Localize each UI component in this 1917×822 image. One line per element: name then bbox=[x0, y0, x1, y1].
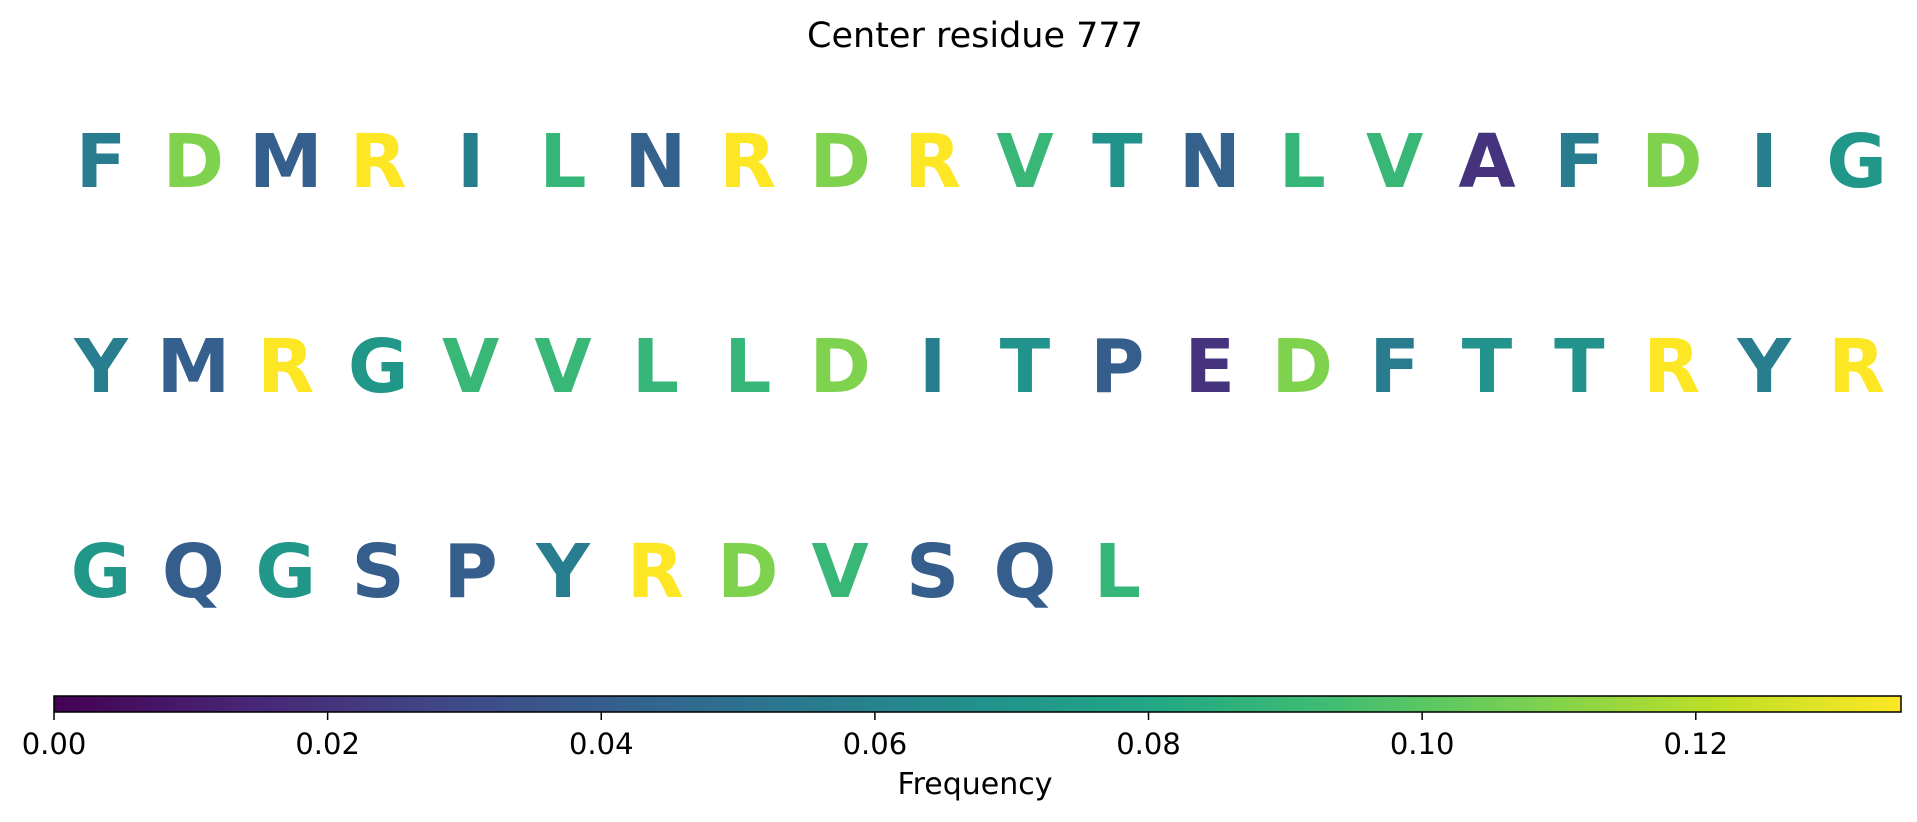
residue-letter: G bbox=[347, 324, 409, 410]
residue-letter: Y bbox=[74, 324, 128, 410]
residue-letter: R bbox=[1643, 324, 1701, 410]
residue-letter: I bbox=[1750, 119, 1778, 205]
residue-letter: D bbox=[809, 324, 871, 410]
residue-letter: L bbox=[539, 119, 587, 205]
residue-letter: T bbox=[1461, 324, 1513, 410]
residue-letter: L bbox=[724, 324, 772, 410]
residue-letter: V bbox=[441, 324, 500, 410]
residue-letter: L bbox=[1278, 119, 1326, 205]
residue-letter: G bbox=[1826, 119, 1887, 205]
colorbar-tick-label: 0.12 bbox=[1663, 727, 1728, 761]
residue-letter: I bbox=[456, 119, 485, 205]
residue-letter: S bbox=[905, 529, 960, 615]
residue-letter: T bbox=[1092, 119, 1143, 205]
colorbar-tick-label: 0.10 bbox=[1390, 727, 1455, 761]
residue-letter: L bbox=[631, 324, 679, 410]
residue-letter: Y bbox=[1737, 324, 1791, 410]
residue-letter: M bbox=[156, 324, 231, 410]
residue-letter: V bbox=[996, 119, 1054, 205]
residue-letter: T bbox=[1554, 324, 1605, 410]
residue-letter: T bbox=[999, 324, 1051, 410]
residue-letter: D bbox=[162, 119, 225, 205]
residue-letter: D bbox=[1271, 324, 1333, 410]
colorbar-tick-label: 0.08 bbox=[1116, 727, 1181, 761]
residue-letter: R bbox=[626, 529, 684, 615]
residue-letter: Q bbox=[161, 529, 225, 615]
residue-letter: V bbox=[811, 529, 869, 615]
residue-letter: V bbox=[1365, 119, 1424, 205]
residue-letter: F bbox=[75, 119, 127, 205]
residue-letter: D bbox=[717, 529, 779, 615]
residue-letter: D bbox=[809, 119, 871, 205]
residue-letter: V bbox=[534, 324, 592, 410]
residue-letter: F bbox=[1554, 119, 1605, 205]
residue-letter: L bbox=[1093, 529, 1141, 615]
residue-letter: Y bbox=[536, 529, 590, 615]
residue-letter: E bbox=[1184, 324, 1236, 410]
colorbar-tick-label: 0.02 bbox=[295, 727, 360, 761]
colorbar-ticks: 0.00 0.02 0.04 0.06 0.08 0.10 0.12 bbox=[22, 712, 1728, 761]
residue-letter: P bbox=[1090, 324, 1145, 410]
residue-letter: I bbox=[918, 324, 947, 410]
residue-letter: G bbox=[70, 529, 132, 615]
colorbar-tick-label: 0.00 bbox=[22, 727, 87, 761]
residue-letter: A bbox=[1458, 119, 1516, 205]
residue-letter: M bbox=[248, 119, 323, 205]
colorbar: 0.00 0.02 0.04 0.06 0.08 0.10 0.12 bbox=[22, 695, 1902, 761]
colorbar-gradient bbox=[53, 695, 1902, 713]
residue-letter: R bbox=[904, 119, 962, 205]
residue-letter: N bbox=[1178, 119, 1241, 205]
chart-title: Center residue 777 bbox=[807, 16, 1143, 56]
residue-letter: D bbox=[1641, 119, 1703, 205]
residue-letter: N bbox=[624, 119, 687, 205]
residue-letter: R bbox=[349, 119, 407, 205]
residue-letter: F bbox=[1369, 324, 1420, 410]
residue-letter: Q bbox=[993, 529, 1057, 615]
residue-letter: P bbox=[443, 529, 498, 615]
colorbar-tick-label: 0.06 bbox=[843, 727, 908, 761]
residue-letter: G bbox=[255, 529, 317, 615]
residue-letter: R bbox=[257, 324, 315, 410]
colorbar-tick-label: 0.04 bbox=[569, 727, 634, 761]
residue-letter: S bbox=[351, 529, 405, 615]
colorbar-label: Frequency bbox=[897, 767, 1053, 802]
residue-letter: R bbox=[719, 119, 777, 205]
residue-letter: R bbox=[1828, 324, 1886, 410]
